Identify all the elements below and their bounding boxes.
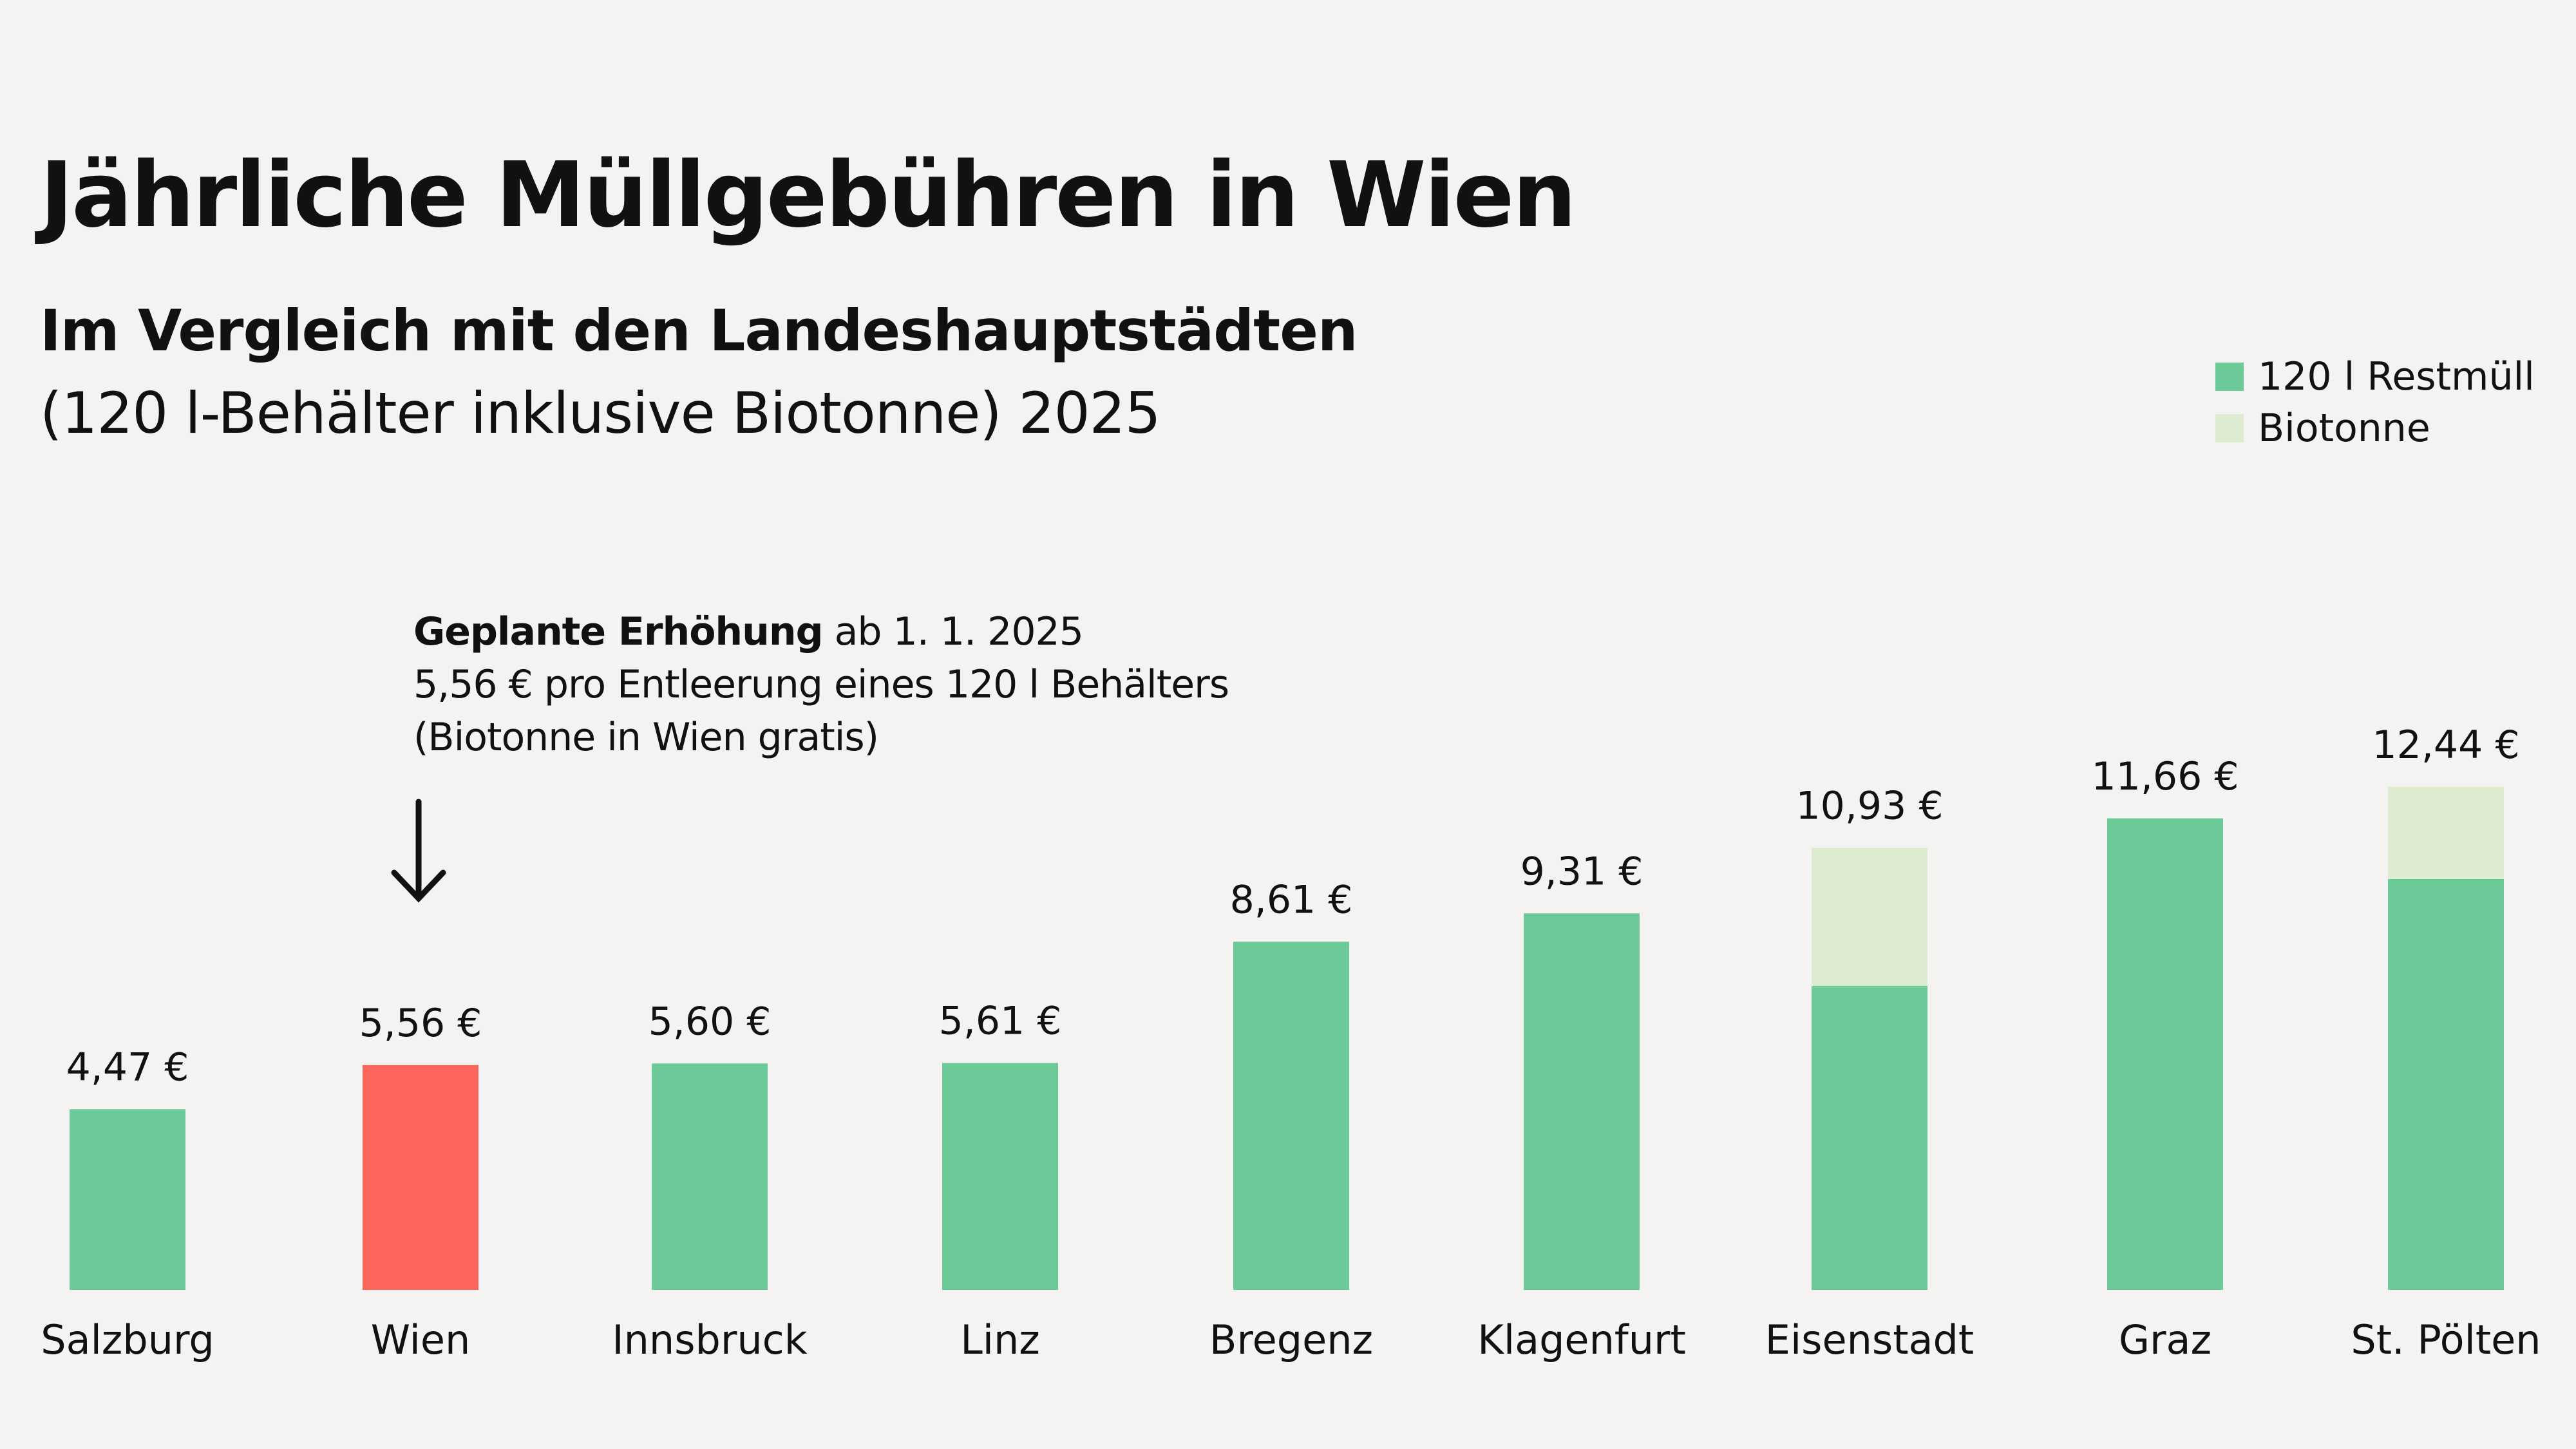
category-label: Klagenfurt [1477,1316,1686,1363]
legend-item-biotonne: Biotonne [2215,406,2430,451]
legend-item-restmuell: 120 l Restmüll [2215,354,2535,399]
value-label: 9,31 € [1520,849,1643,894]
legend-swatch-restmuell [2215,363,2244,391]
legend-label: Biotonne [2258,406,2430,451]
category-label: Innsbruck [612,1316,807,1363]
bar-restmuell [1524,913,1640,1290]
annotation-line3: (Biotonne in Wien gratis) [413,715,879,760]
bar-biotonne [1812,848,1927,986]
value-label: 8,61 € [1230,877,1353,922]
annotation-bold: Geplante Erhöhung [413,609,824,654]
bar-restmuell [1812,985,1927,1290]
bar-restmuell [363,1065,478,1290]
bar-restmuell [2388,878,2504,1290]
bar-restmuell [1233,942,1349,1290]
value-label: 12,44 € [2372,723,2519,768]
category-label: Linz [960,1316,1040,1363]
bar-restmuell [942,1063,1058,1290]
bar-biotonne [2388,786,2504,879]
arrow-down-icon [391,799,446,903]
value-label: 4,47 € [66,1045,189,1090]
annotation: Geplante Erhöhung ab 1. 1. 2025 5,56 € p… [413,605,1229,764]
value-label: 11,66 € [2091,754,2239,799]
category-label: Graz [2119,1316,2211,1363]
category-label: Salzburg [41,1316,214,1363]
annotation-line2: 5,56 € pro Entleerung eines 120 l Behält… [413,662,1229,707]
legend-label: 120 l Restmüll [2258,354,2535,399]
value-label: 10,93 € [1795,784,1943,829]
value-label: 5,56 € [359,1001,482,1046]
category-label: Eisenstadt [1765,1316,1974,1363]
legend-swatch-biotonne [2215,414,2244,442]
annotation-date: ab 1. 1. 2025 [822,609,1084,654]
value-label: 5,61 € [939,999,1062,1044]
category-label: Bregenz [1209,1316,1373,1363]
chart-title: Jährliche Müllgebühren in Wien [40,143,1577,248]
value-label: 5,60 € [649,999,772,1044]
bar-restmuell [2107,818,2223,1290]
category-label: St. Pölten [2351,1316,2541,1363]
bar-restmuell [652,1063,768,1290]
chart-subtitle-detail: (120 l-Behälter inklusive Biotonne) 2025 [40,380,1161,446]
category-label: Wien [371,1316,471,1363]
bar-restmuell [70,1109,185,1290]
chart-subtitle: Im Vergleich mit den Landeshauptstädten [40,298,1358,364]
